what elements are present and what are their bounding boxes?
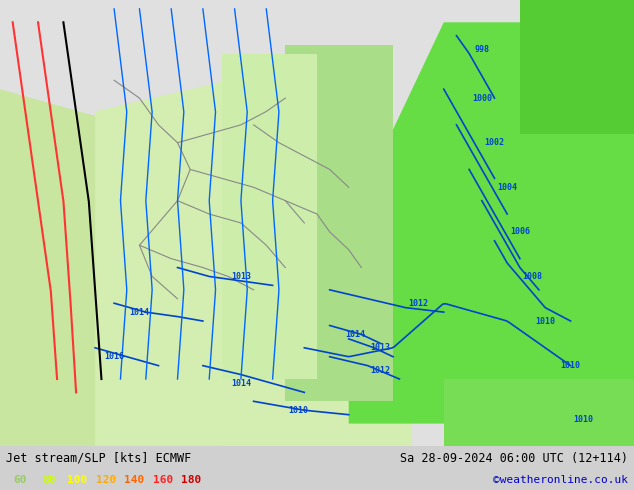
Text: 1012: 1012 bbox=[408, 299, 429, 308]
Text: 1014: 1014 bbox=[231, 379, 251, 388]
Text: 1013: 1013 bbox=[231, 272, 251, 281]
Text: 60: 60 bbox=[13, 475, 27, 485]
Text: 1016: 1016 bbox=[104, 352, 124, 361]
Text: 160: 160 bbox=[153, 475, 173, 485]
Polygon shape bbox=[349, 22, 634, 423]
Text: 1010: 1010 bbox=[535, 317, 555, 325]
Text: 1013: 1013 bbox=[370, 343, 391, 352]
Text: 120: 120 bbox=[96, 475, 116, 485]
Polygon shape bbox=[222, 53, 317, 379]
Text: 140: 140 bbox=[124, 475, 145, 485]
Text: 1014: 1014 bbox=[129, 308, 150, 317]
Text: Jet stream/SLP [kts] ECMWF: Jet stream/SLP [kts] ECMWF bbox=[6, 452, 191, 465]
Text: 1006: 1006 bbox=[510, 227, 530, 236]
Polygon shape bbox=[0, 0, 634, 446]
Text: 1002: 1002 bbox=[484, 138, 505, 147]
Text: 1014: 1014 bbox=[345, 330, 365, 339]
Text: 100: 100 bbox=[67, 475, 87, 485]
Text: 1010: 1010 bbox=[288, 406, 308, 415]
Polygon shape bbox=[95, 67, 412, 446]
Text: 1010: 1010 bbox=[560, 361, 581, 370]
Text: 1008: 1008 bbox=[522, 272, 543, 281]
Polygon shape bbox=[285, 45, 393, 401]
Text: 998: 998 bbox=[474, 45, 489, 53]
Text: 1004: 1004 bbox=[497, 183, 517, 192]
Text: 1010: 1010 bbox=[573, 415, 593, 424]
Polygon shape bbox=[0, 89, 222, 446]
Polygon shape bbox=[444, 379, 634, 446]
Text: ©weatheronline.co.uk: ©weatheronline.co.uk bbox=[493, 475, 628, 485]
Text: 80: 80 bbox=[42, 475, 56, 485]
Polygon shape bbox=[520, 0, 634, 134]
Text: 1000: 1000 bbox=[472, 94, 492, 102]
Text: Sa 28-09-2024 06:00 UTC (12+114): Sa 28-09-2024 06:00 UTC (12+114) bbox=[399, 452, 628, 465]
Text: 180: 180 bbox=[181, 475, 202, 485]
Text: 1012: 1012 bbox=[370, 366, 391, 374]
